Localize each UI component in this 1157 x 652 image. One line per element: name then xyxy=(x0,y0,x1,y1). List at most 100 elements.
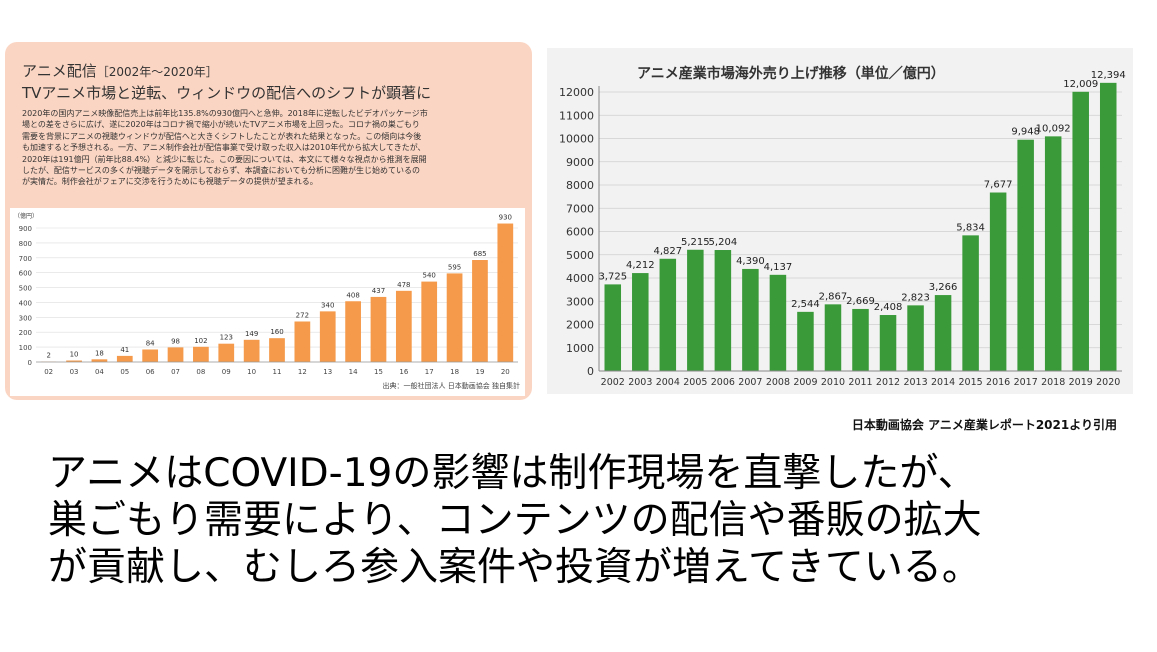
x-tick-label: 03 xyxy=(70,368,79,376)
x-tick-label: 2017 xyxy=(1014,377,1038,388)
data-label: 123 xyxy=(220,334,233,342)
bar xyxy=(1072,91,1089,372)
y-tick-label: 200 xyxy=(19,329,32,337)
y-tick-label: 12000 xyxy=(559,86,594,99)
y-tick-label: 0 xyxy=(28,359,32,367)
bar xyxy=(879,315,897,371)
domestic-streaming-chart: （億円）010020030040050060070080090020210031… xyxy=(10,208,525,396)
x-tick-label: 16 xyxy=(399,368,408,376)
bar xyxy=(1044,136,1062,371)
data-label: 2,544 xyxy=(791,299,820,310)
bar xyxy=(907,305,924,371)
data-label: 2 xyxy=(46,352,50,360)
data-label: 98 xyxy=(171,337,180,345)
main-line-2: 巣ごもり需要により、コンテンツの配信や番販の拡大 xyxy=(48,498,982,543)
x-tick-label: 18 xyxy=(450,368,459,376)
y-tick-label: 6000 xyxy=(566,226,594,239)
data-label: 2,823 xyxy=(901,292,930,303)
x-tick-label: 2008 xyxy=(766,377,790,388)
x-tick-label: 2013 xyxy=(903,377,927,388)
left-body-text: 2020年の国内アニメ映像配信売上は前年比135.8%の930億円へと急伸。20… xyxy=(22,108,522,188)
overseas-sales-chart: アニメ産業市場海外売り上げ推移（単位／億円） 0 1000 2000 3000 4000 5… xyxy=(559,65,1126,388)
x-tick-label: 17 xyxy=(425,368,434,376)
x-tick-label: 2014 xyxy=(931,377,955,388)
data-label: 540 xyxy=(423,272,436,280)
bar xyxy=(1017,139,1034,371)
bar xyxy=(142,349,159,362)
main-line-1: アニメはCOVID-19の影響は制作現場を直撃したが、 xyxy=(48,451,977,496)
bar xyxy=(116,355,133,362)
bar xyxy=(243,339,260,362)
unit-label: （億円） xyxy=(14,212,38,220)
y-tick-label: 0 xyxy=(587,365,594,378)
data-label: 685 xyxy=(473,250,486,258)
x-tick-label: 2005 xyxy=(683,377,707,388)
body-line: 2020年は191億円（前年比88.4%）と減少に転じた。この要因については、本… xyxy=(22,154,427,164)
x-tick-label: 2020 xyxy=(1096,377,1120,388)
y-tick-label: 500 xyxy=(19,285,32,293)
body-line: したが、配信サービスの多くが視聴データを開示しておらず、本調査においても分析に困… xyxy=(22,166,420,176)
bar xyxy=(824,304,842,371)
data-label: 478 xyxy=(397,281,410,289)
y-tick-label: 900 xyxy=(19,225,32,233)
bar xyxy=(934,295,952,371)
data-label: 10,092 xyxy=(1036,123,1071,134)
x-tick-label: 20 xyxy=(501,368,510,376)
body-line: も加速すると予想される。一方、アニメ制作会社が配信事業で受け取った収入は2010… xyxy=(22,143,426,153)
x-tick-label: 06 xyxy=(146,368,155,376)
y-tick-label: 4000 xyxy=(566,272,594,285)
body-line: 需要を背景にアニメの視聴ウィンドウが配信へと大きくシフトしたことが表れた結果とな… xyxy=(22,131,422,141)
bar xyxy=(714,250,732,371)
data-label: 12,394 xyxy=(1091,70,1126,81)
bar xyxy=(421,281,438,362)
x-tick-label: 13 xyxy=(323,368,332,376)
x-tick-label: 14 xyxy=(349,368,358,376)
main-line-3: が貢献し、むしろ参入案件や投資が増えてきている。 xyxy=(48,545,981,590)
y-tick-label: 9000 xyxy=(566,156,594,169)
x-tick-label: 05 xyxy=(120,368,129,376)
x-tick-label: 19 xyxy=(475,368,484,376)
data-label: 2,408 xyxy=(874,302,903,313)
bar xyxy=(472,260,488,362)
x-tick-label: 2010 xyxy=(821,377,845,388)
bar xyxy=(962,235,979,371)
body-line: 場との差をさらに広げ、遂に2020年はコロナ禍で縮小が続いたTVアニメ市場を上回… xyxy=(22,120,420,130)
data-label: 4,137 xyxy=(764,262,793,273)
bar xyxy=(742,268,759,371)
bar xyxy=(659,258,677,371)
data-label: 7,677 xyxy=(984,180,1013,191)
bar xyxy=(91,359,108,362)
y-tick-label: 11000 xyxy=(559,109,594,122)
data-label: 10 xyxy=(70,351,79,359)
x-tick-label: 15 xyxy=(374,368,383,376)
bar xyxy=(370,296,387,362)
x-tick-label: 2006 xyxy=(711,377,735,388)
bar xyxy=(319,311,336,362)
bar xyxy=(345,301,361,362)
data-label: 102 xyxy=(194,337,207,345)
y-tick-label: 8000 xyxy=(566,179,594,192)
bar xyxy=(632,273,649,371)
x-tick-label: 11 xyxy=(273,368,282,376)
left-title-range: ［2002年～2020年］ xyxy=(96,65,218,79)
x-tick-label: 04 xyxy=(95,368,104,376)
y-tick-label: 300 xyxy=(19,314,32,322)
data-label: 5,215 xyxy=(681,237,710,248)
data-label: 930 xyxy=(499,214,512,222)
x-tick-label: 2002 xyxy=(601,377,625,388)
left-title: アニメ配信［2002年～2020年］ xyxy=(22,60,218,81)
x-tick-label: 09 xyxy=(222,368,231,376)
data-label: 18 xyxy=(95,349,104,357)
x-tick-label: 2018 xyxy=(1041,377,1065,388)
y-tick-label: 7000 xyxy=(566,202,594,215)
data-label: 272 xyxy=(296,312,309,320)
data-label: 84 xyxy=(146,339,155,347)
bar xyxy=(218,343,235,362)
data-label: 3,725 xyxy=(598,271,627,282)
bar xyxy=(294,321,311,362)
bar xyxy=(66,360,82,362)
data-label: 149 xyxy=(245,330,258,338)
y-tick-label: 5000 xyxy=(566,249,594,262)
body-line: が実情だ。制作会社がフェアに交渉を行うためにも視聴データの提供が望まれる。 xyxy=(22,177,318,187)
data-label: 5,204 xyxy=(709,237,738,248)
